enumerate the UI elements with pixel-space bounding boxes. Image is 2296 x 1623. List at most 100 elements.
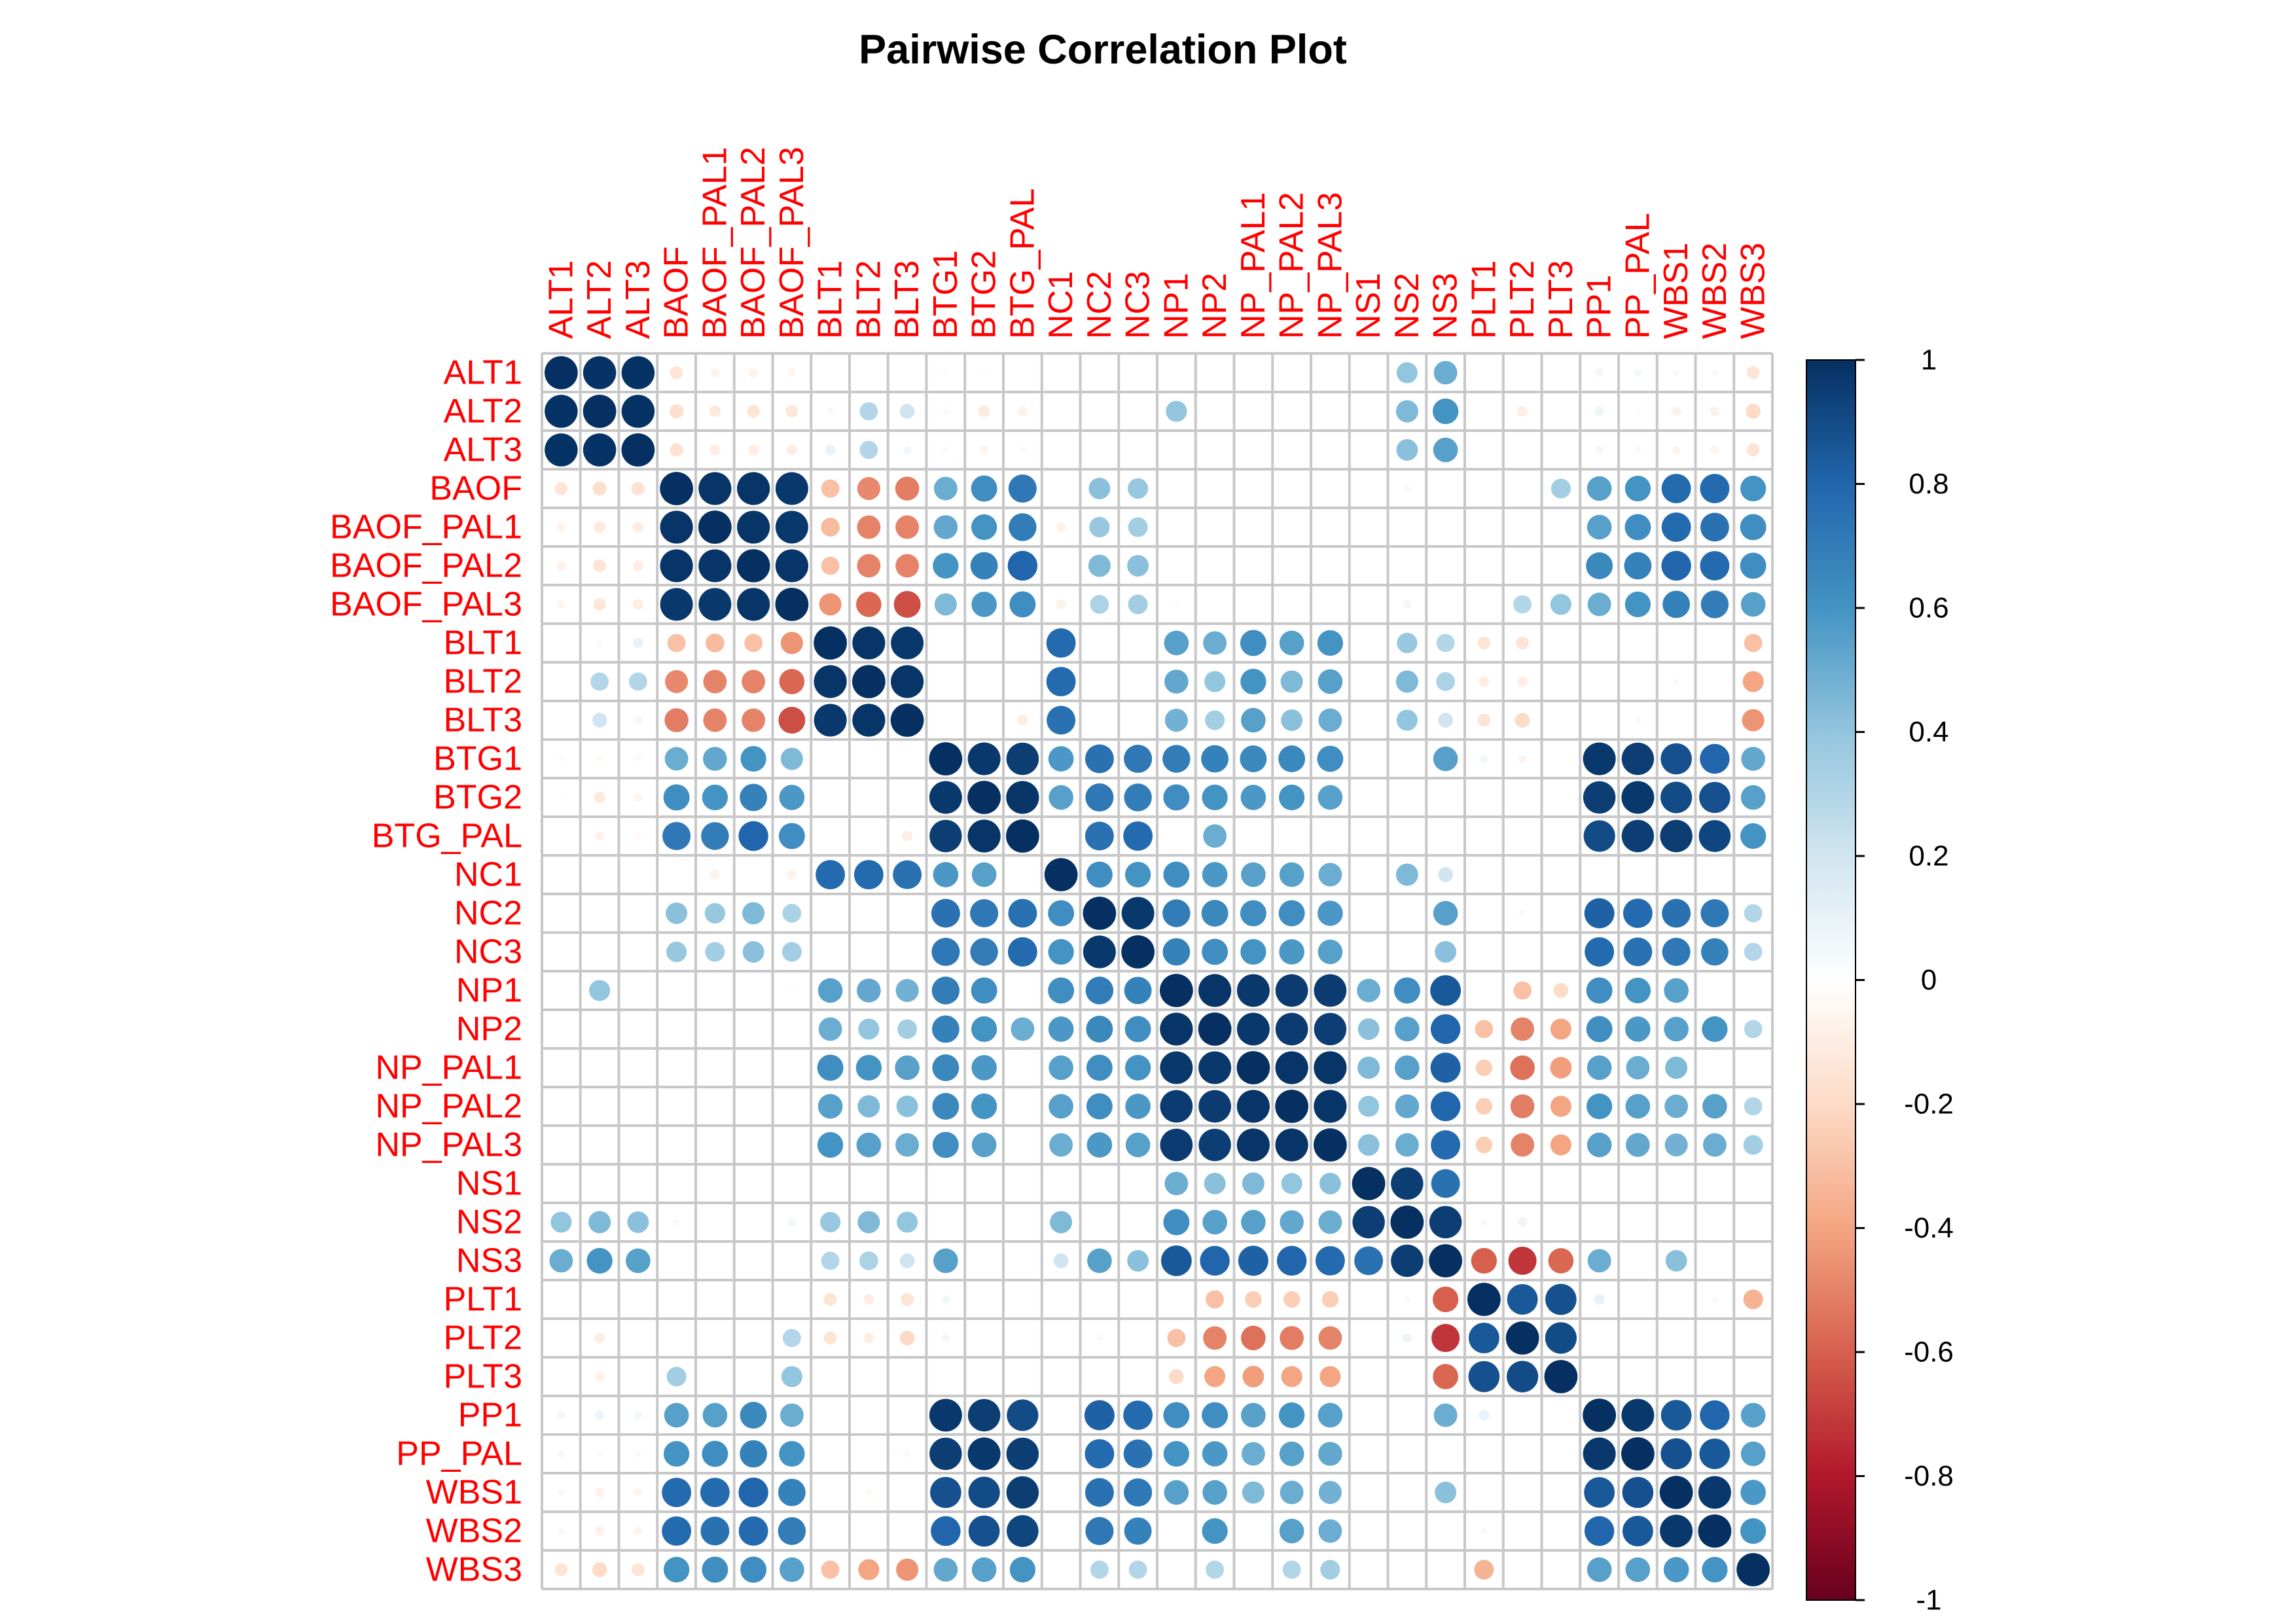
col-label-NP_PAL3: NP_PAL3 <box>1311 192 1349 339</box>
corr-BTG2-PP1 <box>1583 781 1616 814</box>
corr-BLT2-NP_PAL1 <box>1240 668 1266 695</box>
corr-NP1-BTG1 <box>931 976 960 1005</box>
corr-BAOF_PAL1-ALT1 <box>556 522 566 532</box>
corr-PP1-ALT2 <box>594 1410 605 1420</box>
corr-NC2-NS3 <box>1433 901 1458 926</box>
corr-WBS1-ALT2 <box>594 1488 605 1497</box>
corr-PLT1-WBS3 <box>1743 1289 1763 1310</box>
corr-PLT1-BLT1 <box>823 1293 837 1306</box>
corr-PP_PAL-NC2 <box>1085 1439 1115 1469</box>
corr-PP_PAL-WBS1 <box>1660 1438 1692 1470</box>
corr-NP2-BTG1 <box>931 1015 960 1043</box>
corr-BTG_PAL-BAOF_PAL3 <box>778 823 805 849</box>
corr-ALT3-WBS2 <box>1710 446 1719 454</box>
corr-NP_PAL1-WBS1 <box>1665 1056 1688 1079</box>
corr-NP_PAL2-NC2 <box>1086 1093 1113 1120</box>
col-label-PLT2: PLT2 <box>1503 260 1541 339</box>
corr-NS1-NS3 <box>1431 1169 1460 1198</box>
corr-NP_PAL3-WBS3 <box>1743 1135 1763 1155</box>
corr-BTG2-NP_PAL3 <box>1318 785 1343 810</box>
corr-WBS3-BAOF <box>663 1556 690 1583</box>
corr-NP2-NP2 <box>1198 1012 1232 1046</box>
corr-NP_PAL1-NP_PAL2 <box>1275 1051 1308 1084</box>
corr-NC3-WBS3 <box>1744 942 1763 961</box>
corr-BAOF_PAL1-BAOF_PAL3 <box>775 510 808 544</box>
corr-PP_PAL-NC3 <box>1123 1439 1153 1469</box>
corr-NS1-NP_PAL1 <box>1242 1172 1265 1195</box>
corr-NS3-WBS1 <box>1665 1250 1687 1272</box>
corr-WBS1-WBS1 <box>1659 1476 1693 1509</box>
corr-NP_PAL1-PLT2 <box>1510 1055 1535 1080</box>
corr-ALT2-PLT2 <box>1517 406 1528 417</box>
corr-BTG1-NP_PAL3 <box>1317 745 1344 772</box>
corr-NP_PAL1-PLT3 <box>1550 1057 1572 1079</box>
corr-BTG_PAL-BTG1 <box>929 819 962 853</box>
corr-BTG2-NP_PAL2 <box>1278 784 1305 811</box>
corr-NS3-NP_PAL2 <box>1276 1245 1307 1276</box>
corr-PP1-NP2 <box>1202 1402 1229 1429</box>
colorbar-tick-label: -0.2 <box>1904 1088 1954 1120</box>
corr-NS1-NP1 <box>1164 1171 1189 1196</box>
corr-NC1-NP1 <box>1163 861 1190 888</box>
corr-NP_PAL3-NP_PAL2 <box>1275 1128 1308 1162</box>
corr-WBS2-ALT1 <box>558 1527 565 1535</box>
row-label-ALT3: ALT3 <box>444 431 522 469</box>
corr-PLT1-NP_PAL1 <box>1245 1291 1262 1308</box>
colorbar-tick-label: 0.4 <box>1909 716 1948 748</box>
corr-BTG2-NC1 <box>1049 785 1073 810</box>
corr-ALT1-PP1 <box>1595 368 1604 377</box>
corr-NP_PAL2-WBS2 <box>1702 1094 1727 1119</box>
corr-PLT3-NP1 <box>1169 1369 1184 1384</box>
corr-WBS2-PP_PAL <box>1622 1516 1653 1546</box>
corr-NP_PAL1-NS2 <box>1395 1055 1420 1080</box>
col-label-WBS1: WBS1 <box>1657 243 1695 339</box>
corr-NC3-PP_PAL <box>1623 937 1653 967</box>
corr-NP_PAL2-BLT3 <box>896 1096 918 1117</box>
corr-BTG_PAL-PP_PAL <box>1621 819 1655 853</box>
corr-PP1-NP_PAL3 <box>1318 1402 1343 1428</box>
corr-NS2-BLT3 <box>897 1211 918 1233</box>
column-labels: ALT1 ALT2 ALT3 BAOF BAOF_PAL1 BAOF_PAL2 BAOF_P… <box>542 147 1772 339</box>
corr-NP_PAL2-PLT3 <box>1550 1096 1571 1117</box>
corr-BAOF_PAL1-NC3 <box>1128 517 1148 537</box>
corr-NP_PAL2-PP1 <box>1586 1093 1613 1120</box>
corr-WBS1-ALT1 <box>558 1489 565 1496</box>
corr-BAOF_PAL3-PP1 <box>1587 592 1611 616</box>
corr-PLT1-NS2 <box>1403 1296 1410 1303</box>
corr-BAOF_PAL2-BLT1 <box>821 556 840 575</box>
col-label-BTG_PAL: BTG_PAL <box>1003 188 1041 339</box>
corr-BLT2-ALT2 <box>590 672 609 691</box>
corr-NP_PAL1-NS1 <box>1357 1056 1380 1079</box>
corr-NC1-NP_PAL3 <box>1318 863 1342 887</box>
corr-BTG1-BTG2 <box>967 742 1001 776</box>
corr-BAOF_PAL2-NC3 <box>1127 555 1149 577</box>
corr-NP2-BTG_PAL <box>1011 1017 1035 1041</box>
corr-NP_PAL3-BLT2 <box>856 1132 882 1158</box>
corr-ALT3-ALT1 <box>545 433 578 467</box>
corr-NP2-NP_PAL1 <box>1236 1012 1270 1046</box>
corr-NP_PAL1-NC1 <box>1049 1055 1073 1080</box>
corr-BLT2-BAOF <box>665 669 689 694</box>
row-label-NS3: NS3 <box>456 1242 522 1280</box>
corr-NP_PAL1-NP2 <box>1198 1051 1232 1084</box>
corr-PP1-WBS2 <box>1700 1400 1730 1431</box>
corr-BTG1-BAOF <box>664 747 689 771</box>
corr-ALT1-BAOF_PAL2 <box>748 368 759 378</box>
corr-NP1-NC3 <box>1124 976 1152 1005</box>
corr-BAOF_PAL3-NC2 <box>1090 595 1109 614</box>
corr-WBS1-NP_PAL1 <box>1242 1481 1265 1504</box>
corr-ALT3-ALT3 <box>621 433 655 467</box>
corr-NC1-BTG1 <box>933 862 959 887</box>
corr-NP2-NP1 <box>1160 1012 1193 1046</box>
corr-PP_PAL-WBS2 <box>1699 1438 1731 1469</box>
corr-WBS3-NP_PAL2 <box>1282 1560 1301 1579</box>
corr-ALT3-BAOF <box>670 443 683 457</box>
corr-BTG_PAL-PP1 <box>1583 820 1615 852</box>
corr-NP_PAL2-NP_PAL2 <box>1275 1090 1308 1123</box>
corr-NC2-NC1 <box>1048 900 1075 927</box>
corr-PP_PAL-NP_PAL2 <box>1279 1441 1304 1467</box>
corr-PP1-NP1 <box>1163 1402 1190 1429</box>
corr-NP1-NC2 <box>1085 976 1114 1005</box>
corr-BTG_PAL-WBS2 <box>1698 820 1731 852</box>
corr-ALT2-NS3 <box>1432 398 1459 425</box>
